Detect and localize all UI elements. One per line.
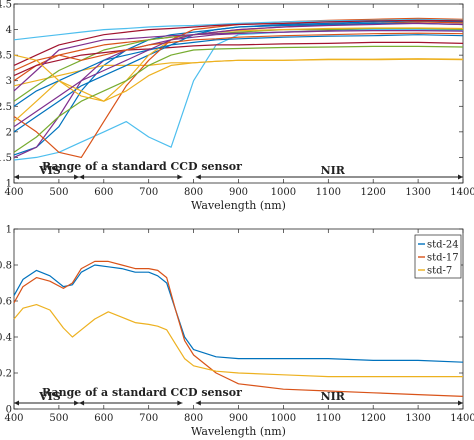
legend-label: std-24 bbox=[427, 240, 459, 251]
x-tick-label: 600 bbox=[94, 187, 113, 198]
y-tick-label: 3.5 bbox=[0, 51, 12, 62]
y-tick-label: 4 bbox=[6, 25, 12, 36]
plot-area-frame bbox=[13, 228, 464, 410]
nir-range-arrow-head bbox=[195, 400, 201, 406]
x-tick-label: 500 bbox=[49, 187, 68, 198]
y-tick-label: 4.5 bbox=[0, 0, 12, 11]
nir-range-arrow-head bbox=[458, 174, 463, 180]
series-line bbox=[13, 304, 463, 378]
series-line bbox=[13, 22, 464, 128]
y-tick-label: 3 bbox=[6, 76, 12, 87]
series-line bbox=[13, 29, 464, 161]
series-line bbox=[13, 18, 464, 41]
vis-label: VIS bbox=[38, 390, 61, 403]
top-panel: 1 1.5 2 2.5 3 3.5 4 4.5 400 500 600 700 800 900 1000 11… bbox=[0, 0, 474, 212]
x-tick-label: 1400 bbox=[450, 413, 474, 424]
y-tick-label: 2.5 bbox=[0, 102, 12, 113]
ccd-range-arrow-head bbox=[177, 174, 183, 180]
x-tick-label: 1100 bbox=[316, 187, 341, 198]
x-tick-label: 1300 bbox=[405, 187, 430, 198]
nir-range-arrow-head bbox=[195, 174, 201, 180]
vis-range-arrow-head bbox=[74, 174, 80, 180]
series-line bbox=[13, 264, 464, 363]
ccd-range-arrow-head bbox=[177, 400, 183, 406]
y-tick-label: 0.4 bbox=[0, 333, 12, 344]
series-line bbox=[13, 54, 464, 102]
series-line bbox=[13, 30, 464, 92]
x-tick-label: 1000 bbox=[271, 413, 296, 424]
vis-range-arrow-head bbox=[14, 400, 19, 406]
series-line bbox=[13, 20, 464, 156]
x-tick-label: 700 bbox=[139, 413, 158, 424]
y-tick-label: 2 bbox=[6, 127, 12, 138]
legend-label: std-17 bbox=[427, 253, 459, 264]
vis-label: VIS bbox=[38, 164, 61, 177]
nir-label: NIR bbox=[321, 390, 346, 403]
nir-label: NIR bbox=[321, 164, 346, 177]
x-tick-label: 1400 bbox=[450, 187, 474, 198]
vis-range-arrow-head bbox=[74, 400, 80, 406]
x-tick-label: 900 bbox=[229, 413, 248, 424]
y-tick-label: 0 bbox=[6, 405, 12, 416]
legend-label: std-7 bbox=[427, 266, 452, 277]
x-tick-label: 500 bbox=[49, 413, 68, 424]
ccd-range-arrow-head bbox=[79, 400, 85, 406]
x-axis-label: Wavelength (nm) bbox=[191, 199, 286, 212]
x-tick-label: 400 bbox=[4, 413, 23, 424]
ccd-range-label: Range of a standard CCD sensor bbox=[42, 386, 242, 399]
x-tick-label: 800 bbox=[184, 413, 203, 424]
x-tick-label: 700 bbox=[139, 187, 158, 198]
x-tick-label: 1100 bbox=[316, 413, 341, 424]
y-tick-label: 0.6 bbox=[0, 297, 12, 308]
x-tick-label: 1200 bbox=[360, 187, 385, 198]
y-tick-label: 0.2 bbox=[0, 369, 12, 380]
x-tick-label: 600 bbox=[94, 413, 113, 424]
y-tick-label: 1 bbox=[6, 225, 12, 236]
x-tick-label: 1000 bbox=[271, 187, 296, 198]
series-line bbox=[13, 45, 464, 153]
nir-range-arrow-head bbox=[458, 400, 463, 406]
x-tick-label: 1300 bbox=[405, 413, 430, 424]
y-tick-label: 1 bbox=[6, 179, 12, 190]
x-tick-label: 400 bbox=[4, 187, 23, 198]
series-line bbox=[13, 22, 464, 133]
x-tick-label: 800 bbox=[184, 187, 203, 198]
ccd-range-label: Range of a standard CCD sensor bbox=[42, 160, 242, 173]
bottom-panel: 00.20.40.60.8140050060070080090010001100… bbox=[0, 225, 474, 439]
series-line bbox=[13, 34, 464, 107]
y-tick-label: 0.8 bbox=[0, 261, 12, 272]
series-line bbox=[13, 32, 464, 72]
y-tick-label: 1.5 bbox=[0, 153, 12, 164]
series-line bbox=[13, 260, 464, 397]
ccd-range-arrow-head bbox=[79, 174, 85, 180]
x-tick-label: 900 bbox=[229, 187, 248, 198]
vis-range-arrow-head bbox=[14, 174, 19, 180]
x-tick-label: 1200 bbox=[360, 413, 385, 424]
series-line bbox=[13, 19, 464, 66]
series-line bbox=[13, 27, 464, 102]
x-axis-label: Wavelength (nm) bbox=[191, 425, 286, 438]
